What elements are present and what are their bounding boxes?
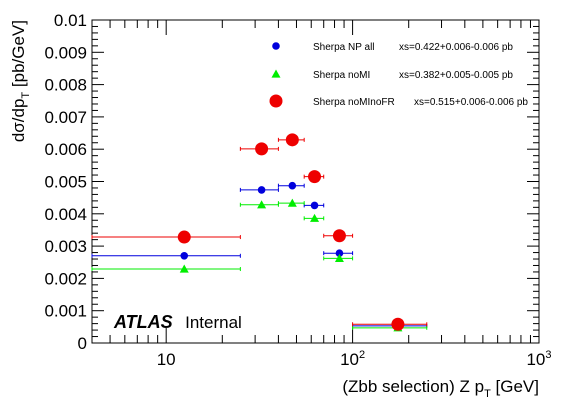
legend: Sherpa NP all xs=0.422+0.006-0.006 pb Sher… bbox=[269, 42, 528, 108]
data-series bbox=[91, 133, 428, 332]
y-tick-label: 0.001 bbox=[44, 302, 87, 321]
x-axis-title: (Zbb selection) Z pT [GeV] bbox=[342, 377, 539, 400]
y-axis-title-sub: T bbox=[20, 92, 32, 99]
data-point bbox=[177, 230, 191, 244]
legend-marker-1 bbox=[271, 69, 281, 78]
y-axis-title-unit: [pb/GeV] bbox=[9, 20, 28, 92]
series-0 bbox=[91, 181, 428, 330]
x-axis-title-unit: [GeV] bbox=[491, 377, 539, 396]
y-tick-label: 0.003 bbox=[44, 237, 87, 256]
legend-xs-2: xs=0.515+0.006-0.006 pb bbox=[414, 97, 528, 108]
y-tick-label: 0.005 bbox=[44, 173, 87, 192]
data-point bbox=[285, 133, 299, 147]
data-point bbox=[257, 186, 266, 194]
axis-ticks bbox=[91, 19, 540, 344]
annotation-internal: Internal bbox=[185, 313, 242, 332]
legend-label-1: Sherpa noMI bbox=[313, 70, 370, 81]
y-axis-title: dσ/dpT [pb/GeV] bbox=[9, 20, 32, 142]
data-point bbox=[257, 200, 267, 209]
annotation-atlas: ATLAS Internal bbox=[113, 312, 242, 332]
series-2 bbox=[91, 133, 428, 331]
x-tick-label-base: 10 bbox=[340, 350, 359, 369]
x-tick-label-exponent: 2 bbox=[359, 349, 365, 361]
x-axis-title-main: (Zbb selection) Z p bbox=[342, 377, 484, 396]
y-tick-label: 0.007 bbox=[44, 108, 87, 127]
y-tick-label: 0.01 bbox=[54, 11, 87, 30]
data-point bbox=[332, 229, 346, 243]
legend-label-0: Sherpa NP all bbox=[313, 42, 375, 53]
legend-marker-2 bbox=[269, 94, 283, 108]
x-tick-label-base: 10 bbox=[157, 350, 176, 369]
data-point bbox=[255, 142, 269, 156]
x-tick-label: 10 bbox=[157, 350, 176, 369]
x-tick-label-base: 10 bbox=[526, 350, 545, 369]
axis-tick-labels: 0 0.001 0.002 0.003 0.004 0.005 0.006 0.007 0.00… bbox=[44, 11, 551, 369]
y-tick-label: 0.008 bbox=[44, 76, 87, 95]
data-point bbox=[308, 170, 322, 184]
legend-xs-0: xs=0.422+0.006-0.006 pb bbox=[399, 42, 513, 53]
x-tick-label: 102 bbox=[340, 349, 365, 369]
y-tick-label: 0.006 bbox=[44, 140, 87, 159]
x-axis-title-sub: T bbox=[484, 388, 491, 400]
y-tick-label: 0 bbox=[78, 334, 87, 353]
y-tick-label: 0.004 bbox=[44, 205, 87, 224]
y-axis-title-main: dσ/dp bbox=[9, 99, 28, 143]
data-point bbox=[310, 213, 320, 222]
annotation-atlas-bold: ATLAS bbox=[113, 312, 173, 332]
data-point bbox=[179, 264, 189, 273]
data-point bbox=[391, 317, 405, 331]
y-tick-label: 0.002 bbox=[44, 269, 87, 288]
data-point bbox=[287, 198, 297, 207]
data-point bbox=[180, 251, 189, 260]
data-point bbox=[335, 249, 344, 258]
data-point bbox=[334, 253, 344, 262]
legend-label-2: Sherpa noMInoFR bbox=[313, 97, 395, 108]
data-point bbox=[288, 181, 297, 190]
data-point bbox=[310, 201, 319, 210]
legend-marker-0 bbox=[272, 42, 280, 50]
x-tick-label-exponent: 3 bbox=[545, 349, 551, 361]
x-tick-label: 103 bbox=[526, 349, 551, 369]
y-tick-label: 0.009 bbox=[44, 43, 87, 62]
legend-xs-1: xs=0.382+0.005-0.005 pb bbox=[399, 70, 513, 81]
